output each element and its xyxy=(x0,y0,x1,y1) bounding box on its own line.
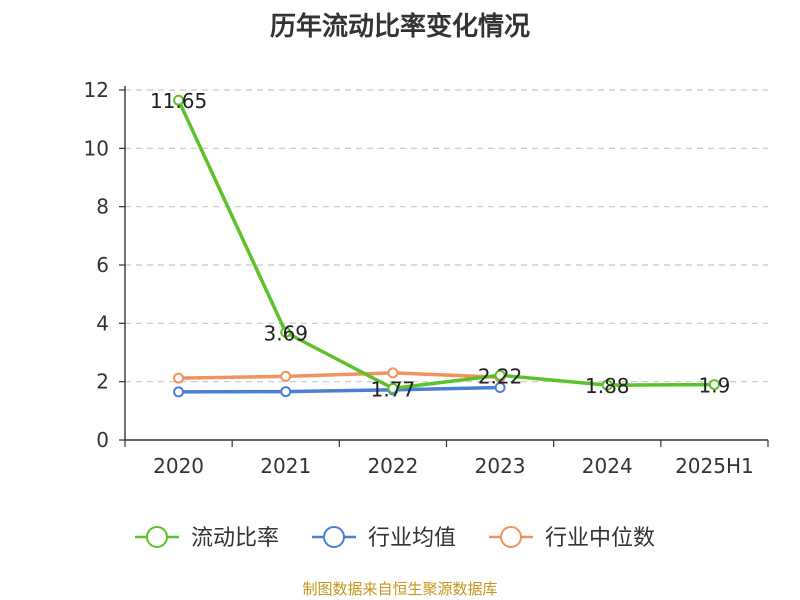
y-tick-label: 4 xyxy=(96,311,109,335)
x-tick-label: 2022 xyxy=(367,454,418,478)
data-point xyxy=(280,370,292,382)
series-line xyxy=(176,385,502,394)
data-label: 1.77 xyxy=(371,377,416,401)
data-label: 1.9 xyxy=(699,374,731,398)
data-point xyxy=(494,369,506,381)
series-1 xyxy=(173,382,506,398)
y-tick-label: 12 xyxy=(84,78,109,102)
data-point xyxy=(387,382,399,394)
y-tick-label: 6 xyxy=(96,253,109,277)
legend-swatch-marker xyxy=(323,526,345,548)
legend-label: 行业均值 xyxy=(368,526,456,551)
data-point xyxy=(494,382,506,393)
legend-item: 流动比率 xyxy=(135,526,279,551)
x-tick-label: 2021 xyxy=(260,454,311,478)
legend-label: 行业中位数 xyxy=(545,526,655,551)
legend-swatch-marker xyxy=(500,526,522,548)
data-point xyxy=(601,379,613,391)
data-point xyxy=(280,326,292,338)
x-tick-label: 2020 xyxy=(153,454,204,478)
data-labels: 11.65 3.69 1.77 2.22 1.88 1.9 xyxy=(150,89,730,401)
data-point xyxy=(387,367,399,379)
y-tick-label: 10 xyxy=(84,136,109,160)
series-lines xyxy=(173,94,720,398)
legend: 流动比率 行业均值 行业中位数 xyxy=(135,526,655,551)
series-0 xyxy=(173,94,720,394)
legend-item: 行业中位数 xyxy=(489,526,655,551)
axes: 0 2 4 6 8 10 12 2020 2021 2022 2023 2024 2025H1 xyxy=(84,78,769,478)
grid-lines xyxy=(125,89,768,383)
data-label: 11.65 xyxy=(150,89,207,113)
data-point xyxy=(173,386,185,398)
chart-title: 历年流动比率变化情况 xyxy=(269,12,530,42)
data-point xyxy=(173,372,185,384)
y-tick-label: 8 xyxy=(96,195,109,219)
series-2 xyxy=(173,367,506,384)
data-point xyxy=(280,386,292,398)
legend-swatch-marker xyxy=(146,526,168,548)
legend-label: 流动比率 xyxy=(191,526,279,551)
x-tick-label: 2024 xyxy=(582,454,633,478)
source-note: 制图数据来自恒生聚源数据库 xyxy=(302,580,498,598)
y-tick-label: 2 xyxy=(96,370,109,394)
x-tick-label: 2023 xyxy=(475,454,526,478)
data-label: 2.22 xyxy=(478,364,523,388)
data-label: 1.88 xyxy=(585,374,630,398)
series-line xyxy=(176,98,717,391)
data-label: 3.69 xyxy=(263,321,308,345)
legend-item: 行业均值 xyxy=(312,526,456,551)
data-point xyxy=(173,94,185,106)
series-line xyxy=(176,371,502,380)
y-tick-label: 0 xyxy=(96,428,109,452)
data-point xyxy=(708,379,720,391)
x-tick-label: 2025H1 xyxy=(675,454,754,478)
